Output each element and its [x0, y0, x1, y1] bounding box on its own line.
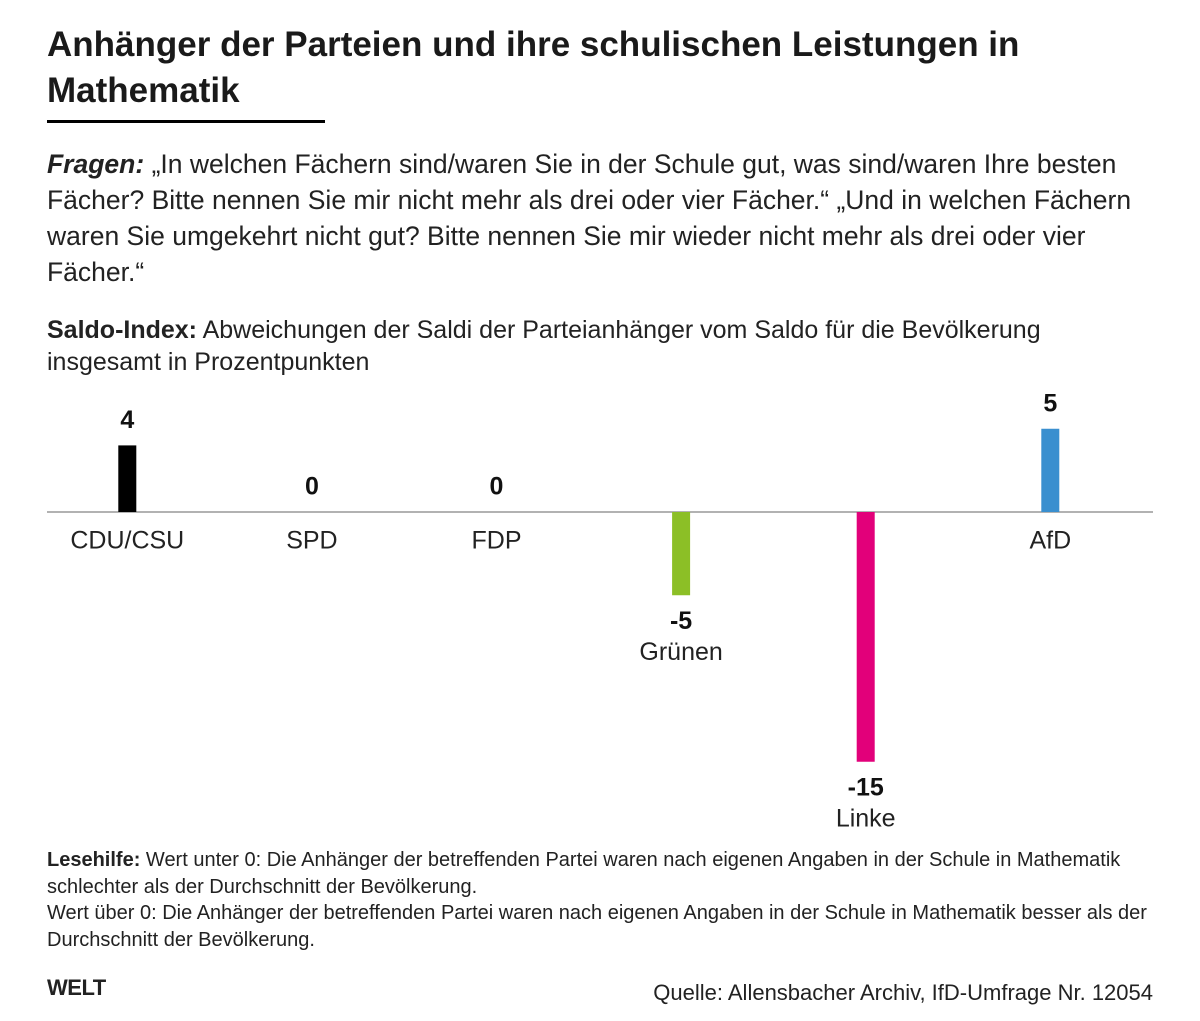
category-label: AfD — [1029, 527, 1071, 555]
questions: Fragen: „In welchen Fächern sind/waren S… — [47, 146, 1157, 290]
note-label: Lesehilfe: — [47, 849, 141, 871]
chart-title: Anhänger der Parteien und ihre schulisch… — [47, 25, 1020, 110]
source: Quelle: Allensbacher Archiv, IfD-Umfrage… — [653, 980, 1153, 1005]
questions-label: Fragen: — [47, 149, 145, 179]
bar — [118, 445, 137, 512]
category-label: SPD — [286, 527, 337, 555]
bar — [672, 512, 691, 596]
value-label: -15 — [848, 773, 884, 801]
category-label: CDU/CSU — [70, 527, 184, 555]
value-label: -5 — [670, 607, 692, 635]
logo: WELT — [47, 975, 106, 1000]
questions-text: „In welchen Fächern sind/waren Sie in de… — [47, 149, 1132, 287]
value-label: 0 — [305, 473, 319, 501]
category-label: Grünen — [639, 638, 722, 666]
subtitle: Saldo-Index: Abweichungen der Saldi der … — [47, 314, 1087, 378]
value-label: 0 — [490, 473, 504, 501]
note: Lesehilfe: Wert unter 0: Die Anhänger de… — [47, 847, 1157, 953]
subtitle-label: Saldo-Index: — [47, 316, 198, 344]
note-text: Wert unter 0: Die Anhänger der betreffen… — [47, 849, 1121, 898]
title-rule — [47, 120, 325, 123]
bar — [856, 512, 875, 762]
subtitle-text: Abweichungen der Saldi der Parteianhänge… — [47, 316, 1041, 376]
category-label: Linke — [836, 804, 896, 832]
bar — [1041, 428, 1060, 512]
value-label: 5 — [1043, 389, 1057, 417]
value-label: 4 — [120, 406, 134, 434]
note-text: Wert über 0: Die Anhänger der betreffend… — [47, 902, 1147, 951]
category-label: FDP — [472, 527, 522, 555]
